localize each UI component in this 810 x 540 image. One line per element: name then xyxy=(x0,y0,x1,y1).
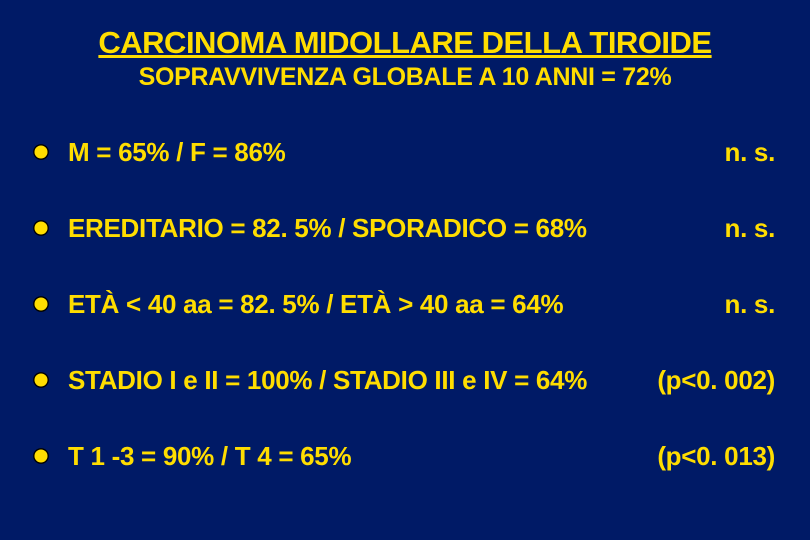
list-item-content: STADIO I e II = 100% / STADIO III e IV =… xyxy=(68,365,775,396)
disc-bullet-icon xyxy=(30,289,68,313)
item-right-text: n. s. xyxy=(716,213,775,244)
item-left-text: T 1 -3 = 90% / T 4 = 65% xyxy=(68,441,351,472)
list-item-content: ETÀ < 40 aa = 82. 5% / ETÀ > 40 aa = 64%… xyxy=(68,289,775,320)
disc-bullet-icon xyxy=(30,441,68,465)
list-item: T 1 -3 = 90% / T 4 = 65% (p<0. 013) xyxy=(30,441,775,472)
bullet-list: M = 65% / F = 86% n. s. EREDITARIO = 82.… xyxy=(30,137,780,472)
disc-bullet-icon xyxy=(30,213,68,237)
item-right-text: n. s. xyxy=(716,289,775,320)
list-item: STADIO I e II = 100% / STADIO III e IV =… xyxy=(30,365,775,396)
list-item-content: T 1 -3 = 90% / T 4 = 65% (p<0. 013) xyxy=(68,441,775,472)
slide-subtitle: SOPRAVVIVENZA GLOBALE A 10 ANNI = 72% xyxy=(30,63,780,92)
disc-bullet-icon xyxy=(30,137,68,161)
list-item-content: M = 65% / F = 86% n. s. xyxy=(68,137,775,168)
list-item: EREDITARIO = 82. 5% / SPORADICO = 68% n.… xyxy=(30,213,775,244)
disc-bullet-icon xyxy=(30,365,68,389)
slide-title: CARCINOMA MIDOLLARE DELLA TIROIDE xyxy=(30,25,780,61)
item-right-text: n. s. xyxy=(716,137,775,168)
item-left-text: EREDITARIO = 82. 5% / SPORADICO = 68% xyxy=(68,213,587,244)
item-left-text: ETÀ < 40 aa = 82. 5% / ETÀ > 40 aa = 64% xyxy=(68,289,563,320)
item-right-text: (p<0. 002) xyxy=(649,365,775,396)
list-item-content: EREDITARIO = 82. 5% / SPORADICO = 68% n.… xyxy=(68,213,775,244)
list-item: ETÀ < 40 aa = 82. 5% / ETÀ > 40 aa = 64%… xyxy=(30,289,775,320)
item-right-text: (p<0. 013) xyxy=(649,441,775,472)
item-left-text: STADIO I e II = 100% / STADIO III e IV =… xyxy=(68,365,587,396)
item-left-text: M = 65% / F = 86% xyxy=(68,137,285,168)
list-item: M = 65% / F = 86% n. s. xyxy=(30,137,775,168)
